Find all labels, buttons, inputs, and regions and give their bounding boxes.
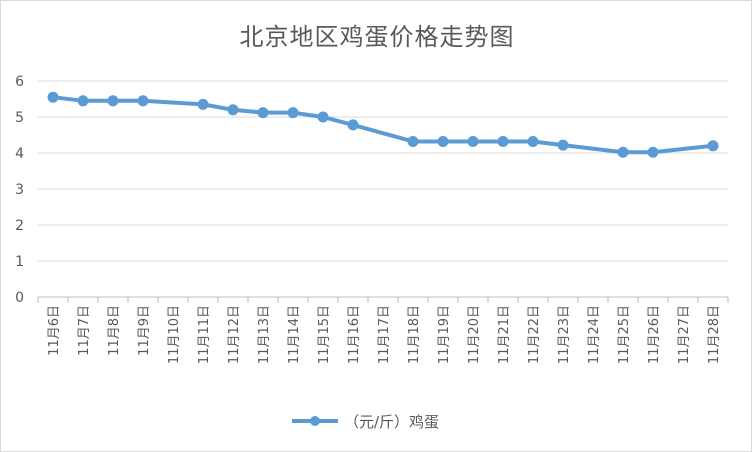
- x-tick-label: 11月10日: [167, 305, 182, 364]
- x-tick-label: 11月19日: [437, 305, 452, 364]
- x-tick-label: 11月6日: [47, 305, 62, 356]
- x-tick-label: 11月18日: [407, 305, 422, 364]
- x-tick-label: 11月9日: [137, 305, 152, 356]
- data-point: [287, 107, 299, 119]
- data-point: [227, 104, 239, 116]
- legend: （元/斤）鸡蛋: [292, 413, 439, 431]
- x-tick-label: 11月21日: [497, 305, 512, 364]
- x-tick-label: 11月22日: [527, 305, 542, 364]
- x-tick-label: 11月17日: [377, 305, 392, 364]
- data-point: [557, 139, 569, 151]
- y-tick-label: 5: [15, 110, 24, 126]
- data-point: [617, 146, 629, 158]
- x-tick-label: 11月26日: [647, 305, 662, 364]
- gridlines: [38, 80, 728, 298]
- data-point: [347, 119, 359, 131]
- data-point: [137, 95, 149, 107]
- data-point: [707, 140, 719, 152]
- x-tick-label: 11月7日: [77, 305, 92, 356]
- legend-label: （元/斤）鸡蛋: [344, 413, 439, 431]
- x-tick-label: 11月15日: [317, 305, 332, 364]
- data-point: [467, 135, 479, 147]
- x-tick-label: 11月14日: [287, 305, 302, 364]
- x-tick-label: 11月16日: [347, 305, 362, 364]
- data-point: [77, 95, 89, 107]
- x-tick-label: 11月11日: [197, 305, 212, 364]
- data-point: [47, 91, 59, 103]
- y-tick-label: 4: [15, 146, 24, 162]
- y-tick-label: 0: [15, 290, 24, 306]
- chart-title: 北京地区鸡蛋价格走势图: [239, 23, 515, 51]
- data-point: [317, 111, 329, 123]
- y-tick-label: 2: [15, 218, 24, 234]
- data-point: [197, 98, 209, 110]
- x-tick-label: 11月13日: [257, 305, 272, 364]
- y-tick-label: 6: [15, 74, 24, 90]
- x-tick-label: 11月25日: [617, 305, 632, 364]
- x-tick-label: 11月28日: [707, 305, 722, 364]
- x-axis-ticks: 11月6日 11月7日 11月8日 11月9日 11月10日 11月11日 11月12日 11…: [37, 297, 729, 364]
- y-tick-label: 3: [15, 182, 24, 198]
- data-point: [407, 135, 419, 147]
- x-tick-label: 11月8日: [107, 305, 122, 356]
- x-tick-label: 11月23日: [557, 305, 572, 364]
- data-point: [497, 135, 509, 147]
- data-point: [257, 107, 269, 119]
- data-point: [647, 146, 659, 158]
- series-layer: [47, 91, 719, 158]
- x-tick-label: 11月27日: [677, 305, 692, 364]
- data-point: [527, 135, 539, 147]
- x-tick-label: 11月24日: [587, 305, 602, 364]
- data-point: [437, 135, 449, 147]
- x-tick-label: 11月12日: [227, 305, 242, 364]
- y-axis-ticks: 0 1 2 3 4 5 6: [15, 74, 24, 306]
- legend-marker: [310, 416, 320, 426]
- data-point: [107, 95, 119, 107]
- series-line: [51, 95, 715, 155]
- x-tick-label: 11月20日: [467, 305, 482, 364]
- y-tick-label: 1: [15, 254, 24, 270]
